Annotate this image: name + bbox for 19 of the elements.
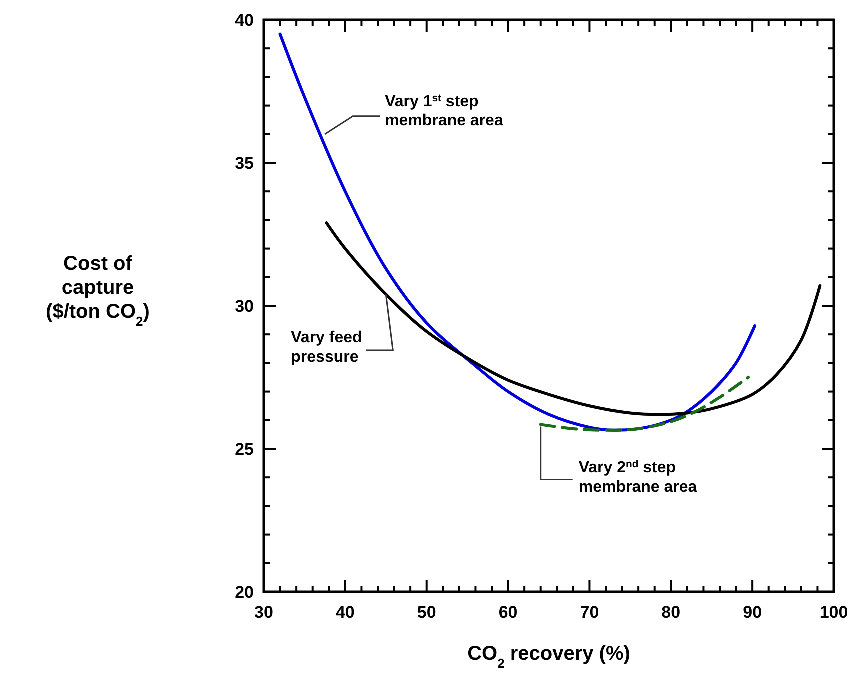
x-axis-title: CO$_{2}$ recovery (%) bbox=[468, 643, 630, 670]
x-tick-label: 30 bbox=[254, 603, 274, 622]
x-tick-label: 90 bbox=[743, 603, 762, 622]
x-tick-label: 80 bbox=[662, 603, 681, 622]
annotation: Vary 2$^{nd}$ step membrane area bbox=[578, 459, 698, 496]
x-tick-label: 40 bbox=[336, 603, 355, 622]
annotation: Vary feed pressure bbox=[291, 330, 362, 366]
y-tick-label: 30 bbox=[235, 297, 254, 316]
y-tick-label: 40 bbox=[235, 11, 254, 30]
line-series bbox=[539, 376, 750, 432]
y-tick-label: 20 bbox=[235, 583, 254, 602]
y-axis-title: Cost of capture ($/ton CO$_{2}$) bbox=[46, 253, 150, 328]
x-tick-label: 100 bbox=[820, 603, 848, 622]
x-tick-label: 70 bbox=[580, 603, 600, 622]
y-tick-label: 35 bbox=[235, 154, 254, 173]
x-tick-label: 50 bbox=[417, 603, 436, 622]
y-tick-label: 25 bbox=[235, 440, 254, 459]
x-tick-label: 60 bbox=[498, 603, 518, 622]
annotation: Vary 1$^{st}$ step membrane area bbox=[385, 92, 504, 130]
